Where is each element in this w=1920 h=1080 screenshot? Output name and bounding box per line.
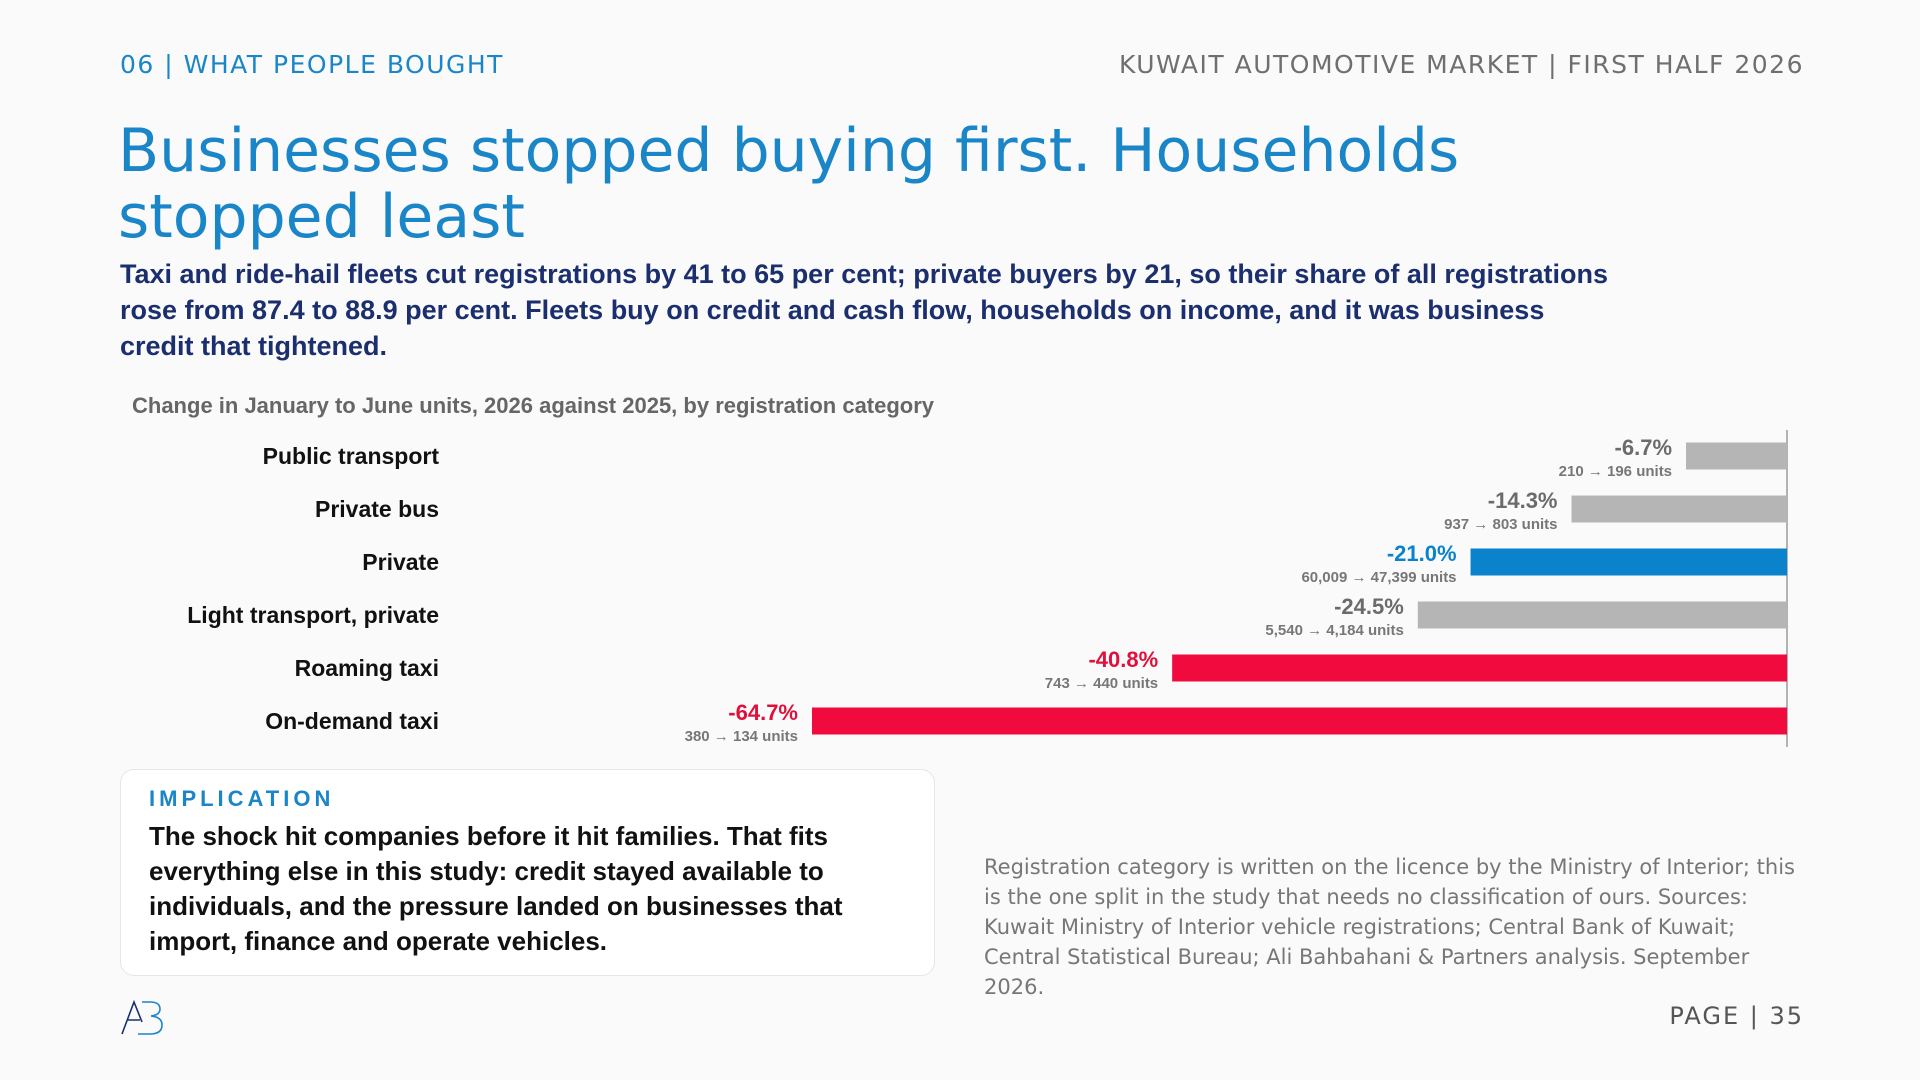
units-label: 60,009 → 47,399 units (1301, 569, 1456, 586)
implication-text: The shock hit companies before it hit fa… (149, 821, 843, 956)
units-label: 743 → 440 units (1045, 675, 1158, 692)
bar (1686, 442, 1787, 470)
subheadline: Taxi and ride-hail fleets cut registrati… (120, 259, 1608, 361)
value-label: -40.8% (1088, 647, 1158, 672)
implication-card: IMPLICATION The shock hit companies befo… (120, 769, 935, 976)
units-label: 210 → 196 units (1559, 463, 1672, 480)
units-label: 937 → 803 units (1444, 516, 1557, 533)
category-label: Roaming taxi (295, 655, 439, 681)
page-number: PAGE | 35 (1669, 1002, 1804, 1030)
value-label: -14.3% (1488, 488, 1558, 513)
bar (812, 707, 1787, 735)
value-label: -64.7% (728, 700, 798, 725)
category-label: Private bus (315, 496, 439, 522)
bar (1571, 495, 1787, 523)
implication-heading: IMPLICATION (149, 786, 335, 811)
section-label: 06 | WHAT PEOPLE BOUGHT (120, 50, 504, 79)
bar (1417, 601, 1787, 629)
category-label: Private (362, 549, 439, 575)
units-label: 380 → 134 units (685, 728, 798, 745)
report-title: KUWAIT AUTOMOTIVE MARKET | FIRST HALF 20… (1119, 50, 1804, 79)
value-label: -24.5% (1334, 594, 1404, 619)
value-label: -6.7% (1615, 435, 1672, 460)
bar (1172, 654, 1787, 682)
headline: Businesses stopped buying first. Househo… (118, 116, 1460, 252)
units-label: 5,540 → 4,184 units (1265, 622, 1403, 639)
value-label: -21.0% (1387, 541, 1457, 566)
category-label: Public transport (263, 443, 440, 469)
company-logo (121, 1000, 163, 1035)
source-note: Registration category is written on the … (984, 855, 1795, 999)
category-label: On-demand taxi (265, 708, 439, 734)
chart-title: Change in January to June units, 2026 ag… (132, 393, 935, 418)
category-label: Light transport, private (187, 602, 439, 628)
bar-chart: Public transport -6.7% 210 → 196 units Priv… (187, 430, 1788, 747)
bar (1470, 548, 1787, 576)
